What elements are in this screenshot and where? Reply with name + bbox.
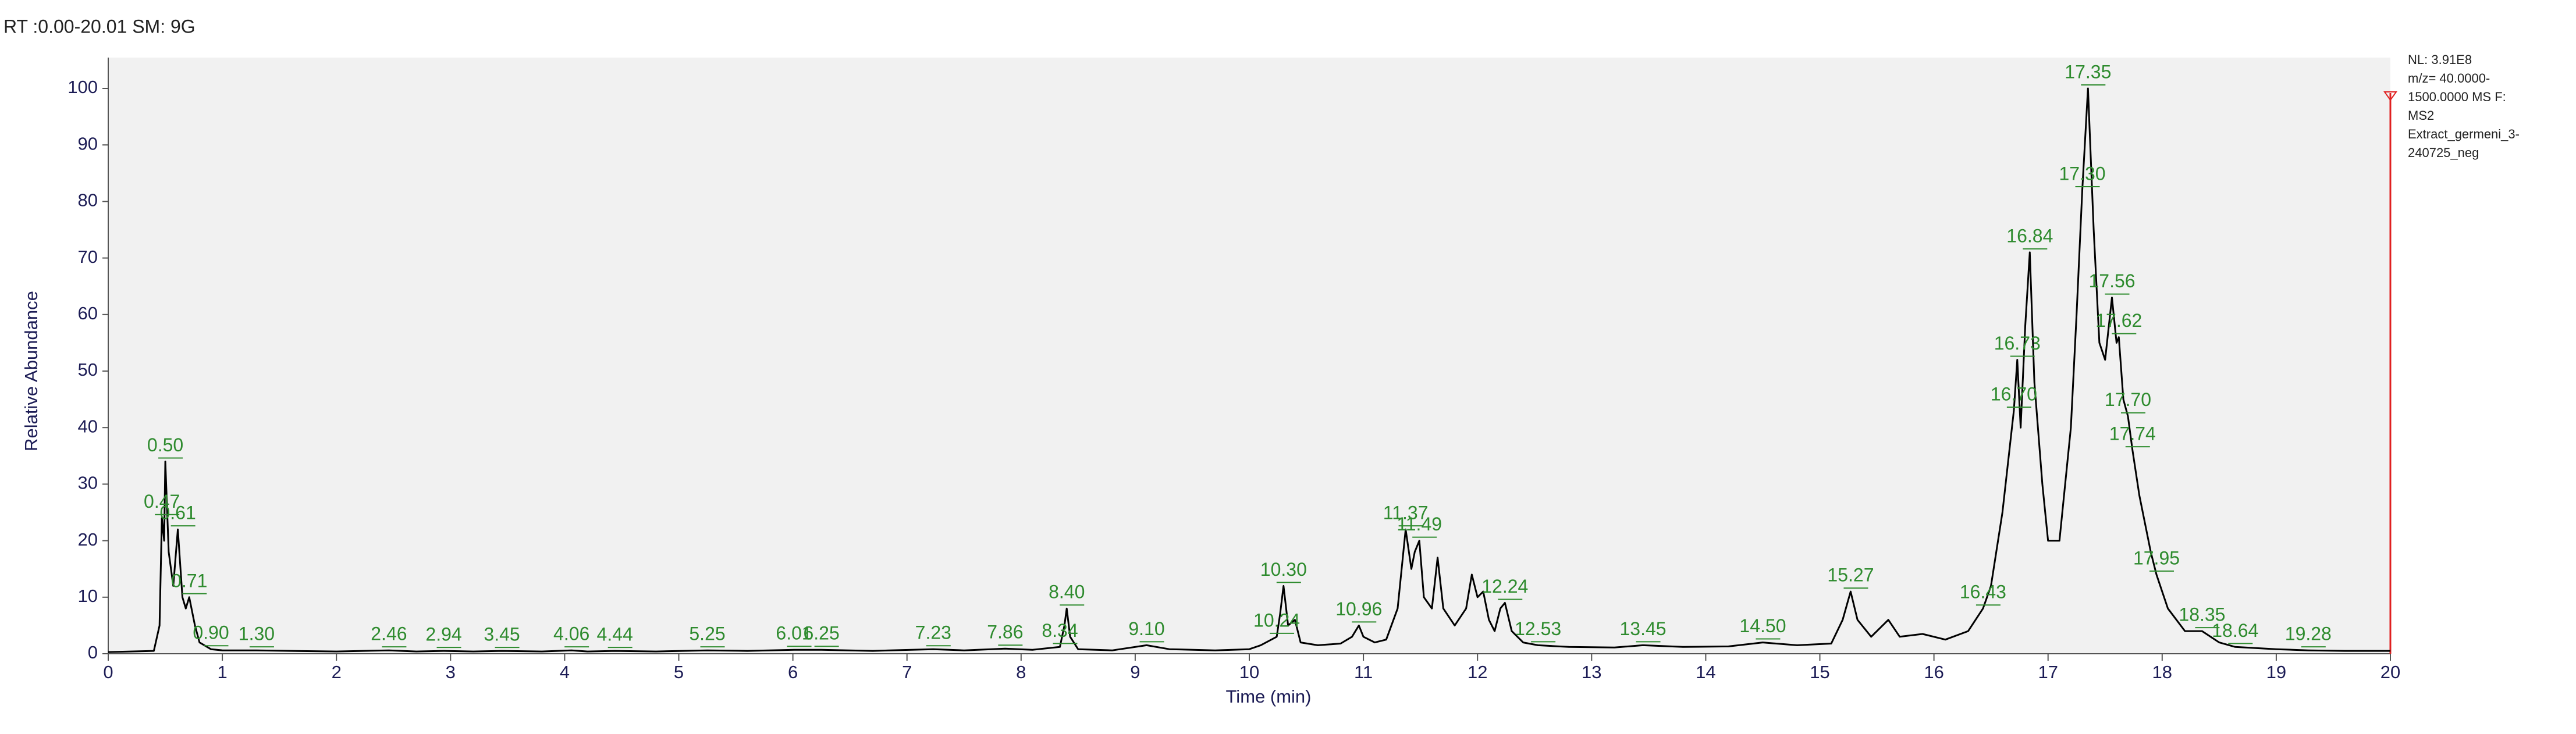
x-tick-label: 19 [2266,662,2286,682]
y-tick-label: 50 [78,359,98,380]
x-tick-label: 15 [1810,662,1829,682]
x-tick-label: 2 [332,662,342,682]
x-tick-label: 12 [1468,662,1487,682]
peak-label: 3.45 [484,624,520,645]
peak-label: 7.86 [987,622,1023,643]
y-tick-label: 40 [78,416,98,436]
peak-label: 14.50 [1739,615,1786,636]
x-tick-label: 9 [1130,662,1140,682]
y-tick-label: 100 [67,77,98,97]
x-tick-label: 17 [2038,662,2058,682]
x-tick-label: 11 [1354,662,1373,682]
peak-label: 18.64 [2212,620,2258,641]
peak-label: 2.46 [371,623,407,644]
plot-background [108,58,2390,654]
info-text: 1500.0000 MS F: [2408,90,2506,104]
peak-label: 2.94 [425,624,461,645]
peak-label: 10.30 [1260,559,1307,580]
cursor-marker [2383,91,2397,101]
chart-title: RT :0.00-20.01 SM: 9G [3,16,196,37]
y-tick-label: 70 [78,247,98,267]
peak-label: 15.27 [1827,565,1874,586]
x-tick-label: 10 [1239,662,1259,682]
peak-label: 17.56 [2088,270,2135,291]
x-tick-label: 4 [560,662,570,682]
peak-label: 0.90 [193,622,229,643]
info-text: m/z= 40.0000- [2408,71,2490,85]
peak-label: 10.24 [1253,610,1300,630]
peak-label: 17.35 [2065,61,2111,82]
peak-label: 7.23 [915,622,951,643]
x-tick-label: 6 [788,662,798,682]
peak-label: 0.50 [147,434,183,455]
info-text: Extract_germeni_3- [2408,127,2520,141]
y-tick-label: 90 [78,133,98,154]
info-text: 240725_neg [2408,145,2479,160]
x-tick-label: 3 [446,662,456,682]
peak-label: 6.25 [803,623,839,644]
x-tick-label: 8 [1016,662,1026,682]
peak-label: 17.70 [2105,389,2151,410]
peak-label: 4.44 [597,624,633,645]
peak-label: 17.62 [2095,310,2142,331]
peak-label: 1.30 [239,623,275,644]
peak-label: 5.25 [689,623,725,644]
peak-label: 8.34 [1042,620,1078,641]
x-tick-label: 1 [217,662,227,682]
peak-label: 16.43 [1960,582,2006,603]
x-tick-label: 18 [2152,662,2172,682]
peak-label: 11.49 [1397,514,1442,535]
peak-label: 0.47 [144,491,180,512]
x-tick-label: 0 [103,662,113,682]
peak-label: 6.01 [776,623,812,644]
peak-label: 17.95 [2133,547,2180,568]
peak-label: 13.45 [1620,618,1667,639]
peak-label: 9.10 [1128,618,1164,639]
peak-label: 0.71 [171,570,207,591]
y-tick-label: 80 [78,190,98,211]
peak-label: 11.37 [1383,503,1429,523]
peak-label: 12.53 [1515,618,1561,639]
info-text: MS2 [2408,108,2434,123]
x-tick-label: 16 [1924,662,1943,682]
x-tick-label: 14 [1696,662,1715,682]
info-text: NL: 3.91E8 [2408,52,2472,67]
peak-label: 18.35 [2179,604,2225,625]
y-axis-label: Relative Abundance [21,291,41,451]
peak-label: 8.40 [1049,582,1085,603]
y-tick-label: 30 [78,473,98,493]
x-axis-label: Time (min) [1226,686,1312,707]
x-tick-label: 20 [2380,662,2400,682]
peak-label: 10.96 [1335,598,1382,619]
y-tick-label: 10 [78,586,98,606]
x-tick-label: 5 [674,662,684,682]
y-tick-label: 60 [78,303,98,323]
peak-label: 17.30 [2059,163,2105,184]
peak-label: 16.73 [1994,333,2041,354]
peak-label: 0.61 [159,503,196,523]
peak-label: 4.06 [553,623,589,644]
y-tick-label: 20 [78,529,98,550]
x-tick-label: 7 [902,662,912,682]
peak-label: 12.24 [1481,576,1528,597]
peak-label: 16.70 [1991,383,2037,404]
x-tick-label: 13 [1582,662,1601,682]
trace-line [108,87,2390,653]
peak-label: 17.74 [2109,423,2156,444]
peak-label: 16.84 [2006,225,2053,246]
peak-label: 19.28 [2285,623,2332,644]
y-tick-label: 0 [88,642,98,662]
